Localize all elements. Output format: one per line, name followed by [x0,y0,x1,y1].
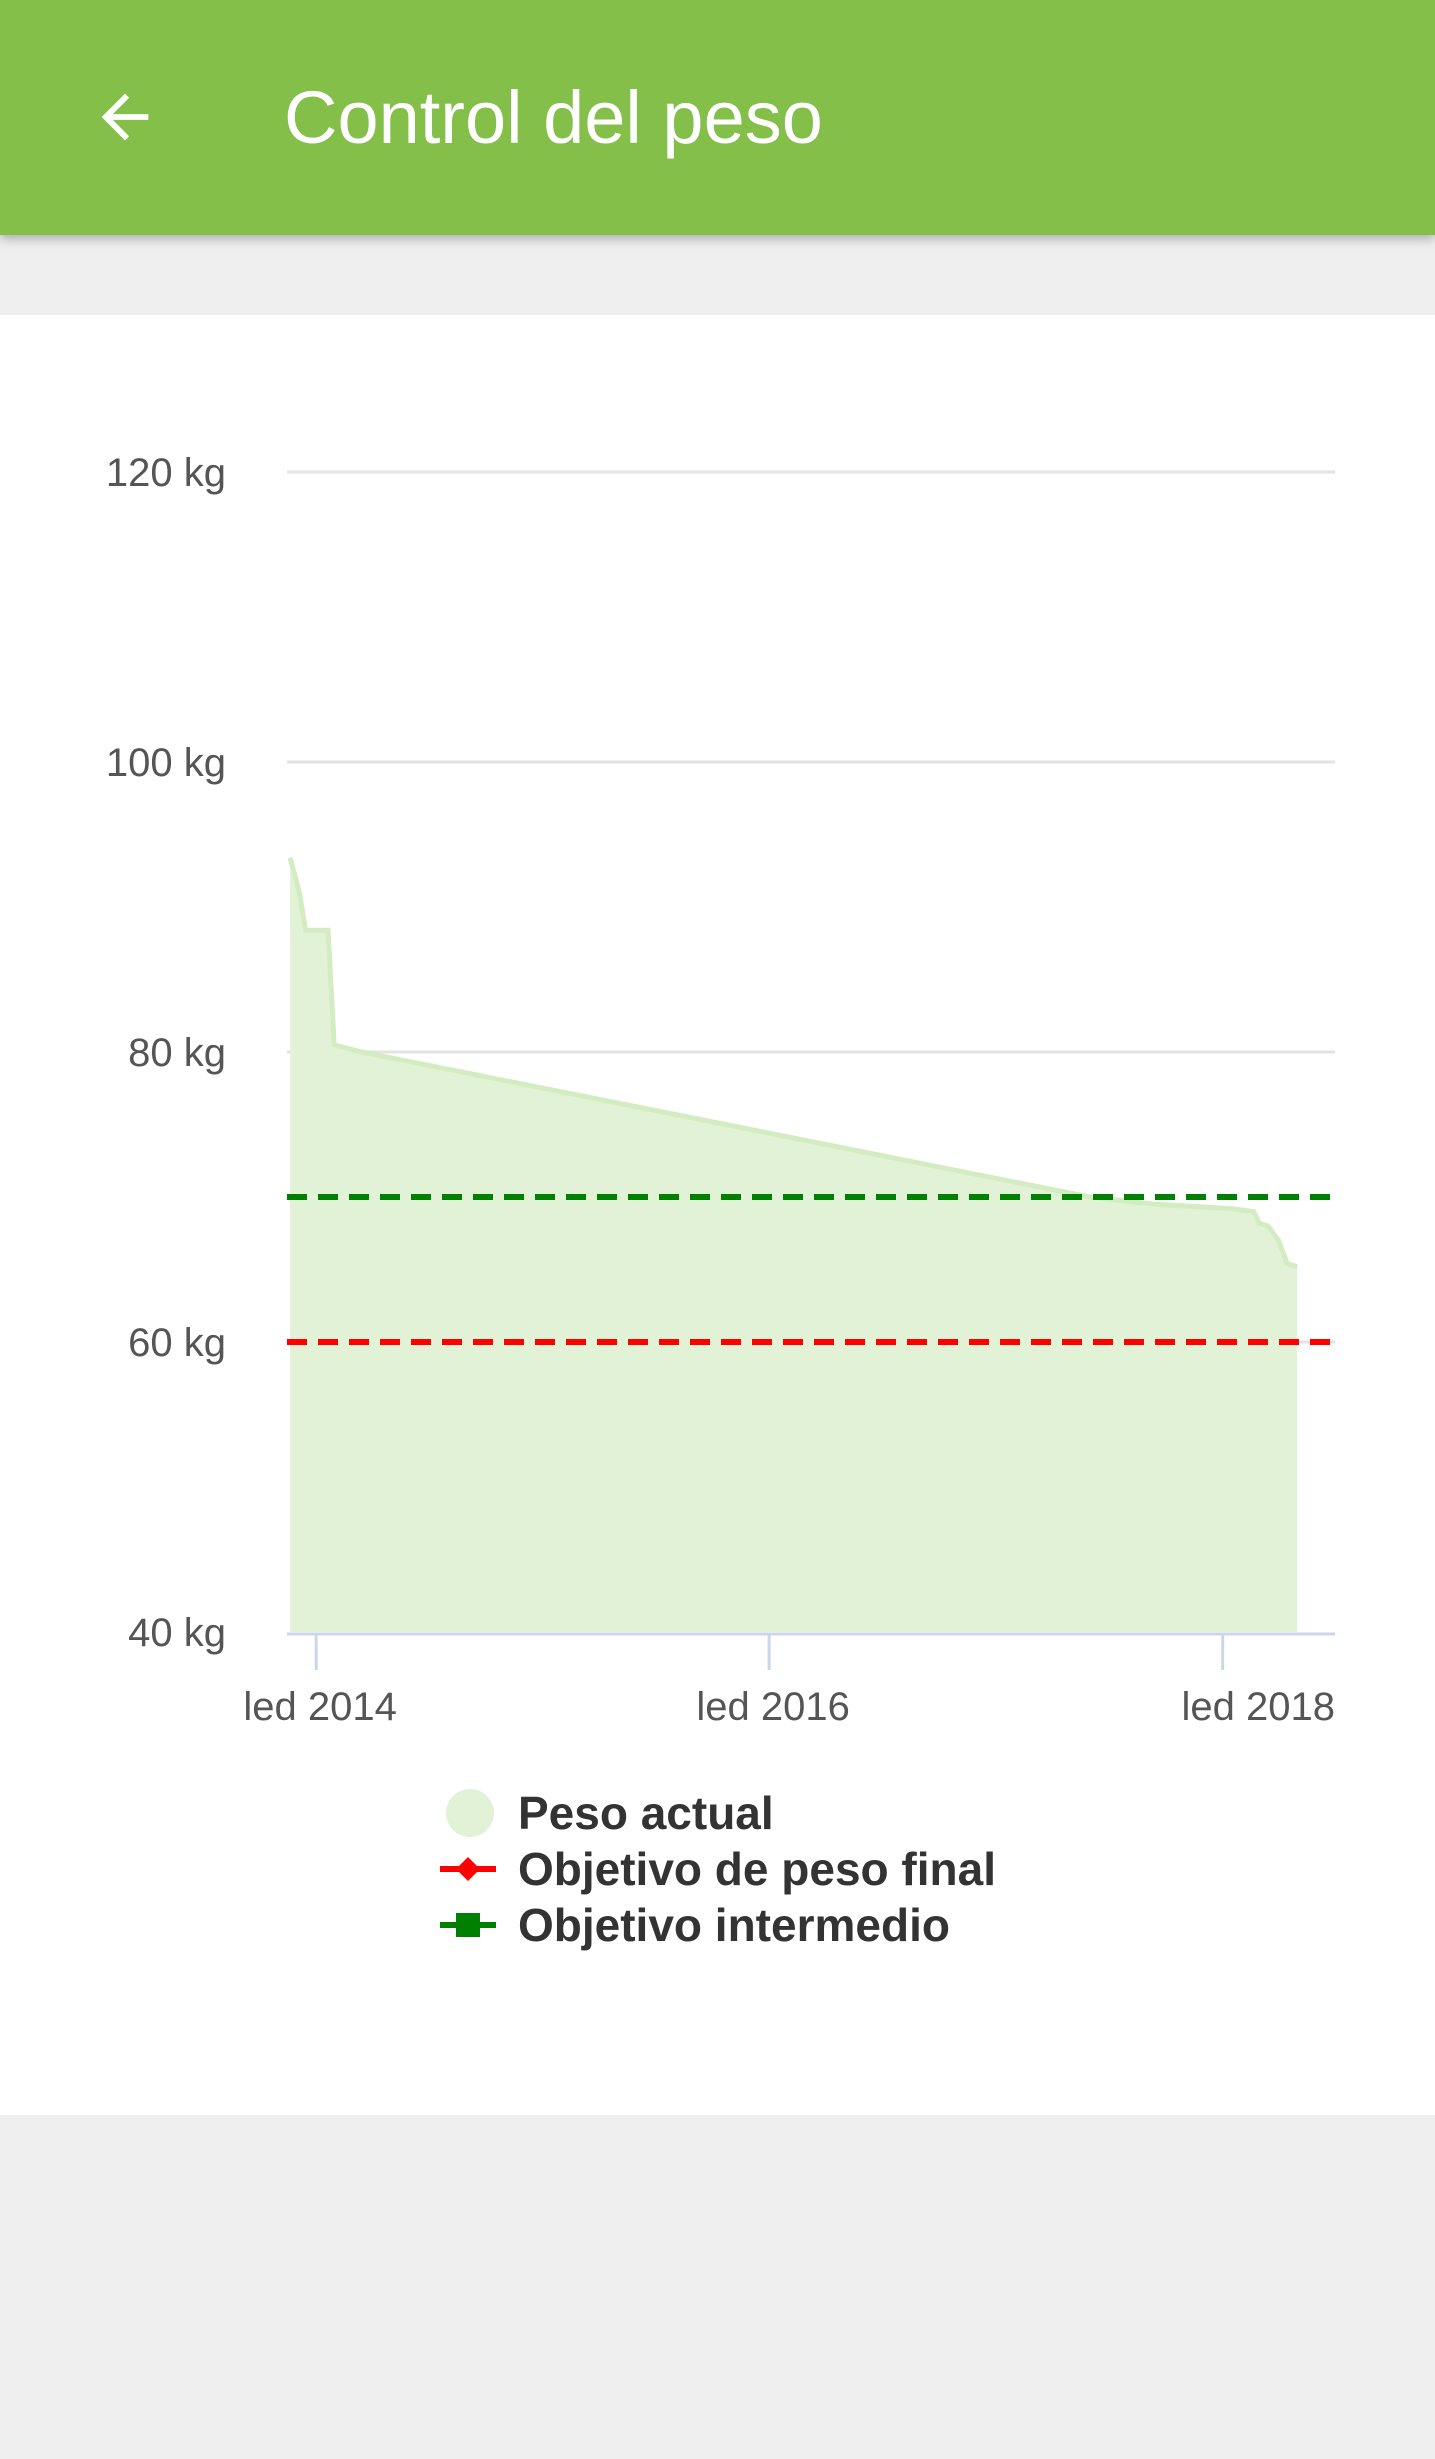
legend-item-peso-actual: Peso actual [430,1785,996,1841]
y-tick-label: 80 kg [128,1031,226,1075]
y-tick-label: 120 kg [106,451,226,495]
chart-card: 120 kg 100 kg 80 kg 60 kg 40 kg led 2014 led 2… [0,315,1435,2115]
weight-chart: 120 kg 100 kg 80 kg 60 kg 40 kg led 2014 led 2… [106,451,1335,1729]
page-title: Control del peso [284,76,823,159]
x-tick-label: led 2014 [243,1685,396,1729]
legend-item-objetivo-intermedio: Objetivo intermedio [430,1897,996,1953]
area-peso-actual [290,857,1298,1632]
y-tick-label: 60 kg [128,1321,226,1365]
app-bar: Control del peso [0,0,1435,235]
back-button[interactable] [60,52,190,182]
legend-label: Objetivo de peso final [518,1843,996,1895]
legend-diamond-marker [430,1841,500,1897]
arrow-left-icon [101,93,149,141]
x-tick-label: led 2018 [1182,1685,1335,1729]
y-tick-label: 40 kg [128,1611,226,1655]
line-peso-actual [287,857,1298,1270]
legend-label: Objetivo intermedio [518,1899,950,1951]
legend-circle-marker [430,1785,500,1841]
legend-square-marker [430,1897,500,1953]
legend-label: Peso actual [518,1787,774,1839]
legend-item-objetivo-final: Objetivo de peso final [430,1841,996,1897]
x-tick-label: led 2016 [696,1685,849,1729]
chart-legend: Peso actual Objetivo de peso final Objet… [430,1785,996,1953]
y-tick-label: 100 kg [106,741,226,785]
